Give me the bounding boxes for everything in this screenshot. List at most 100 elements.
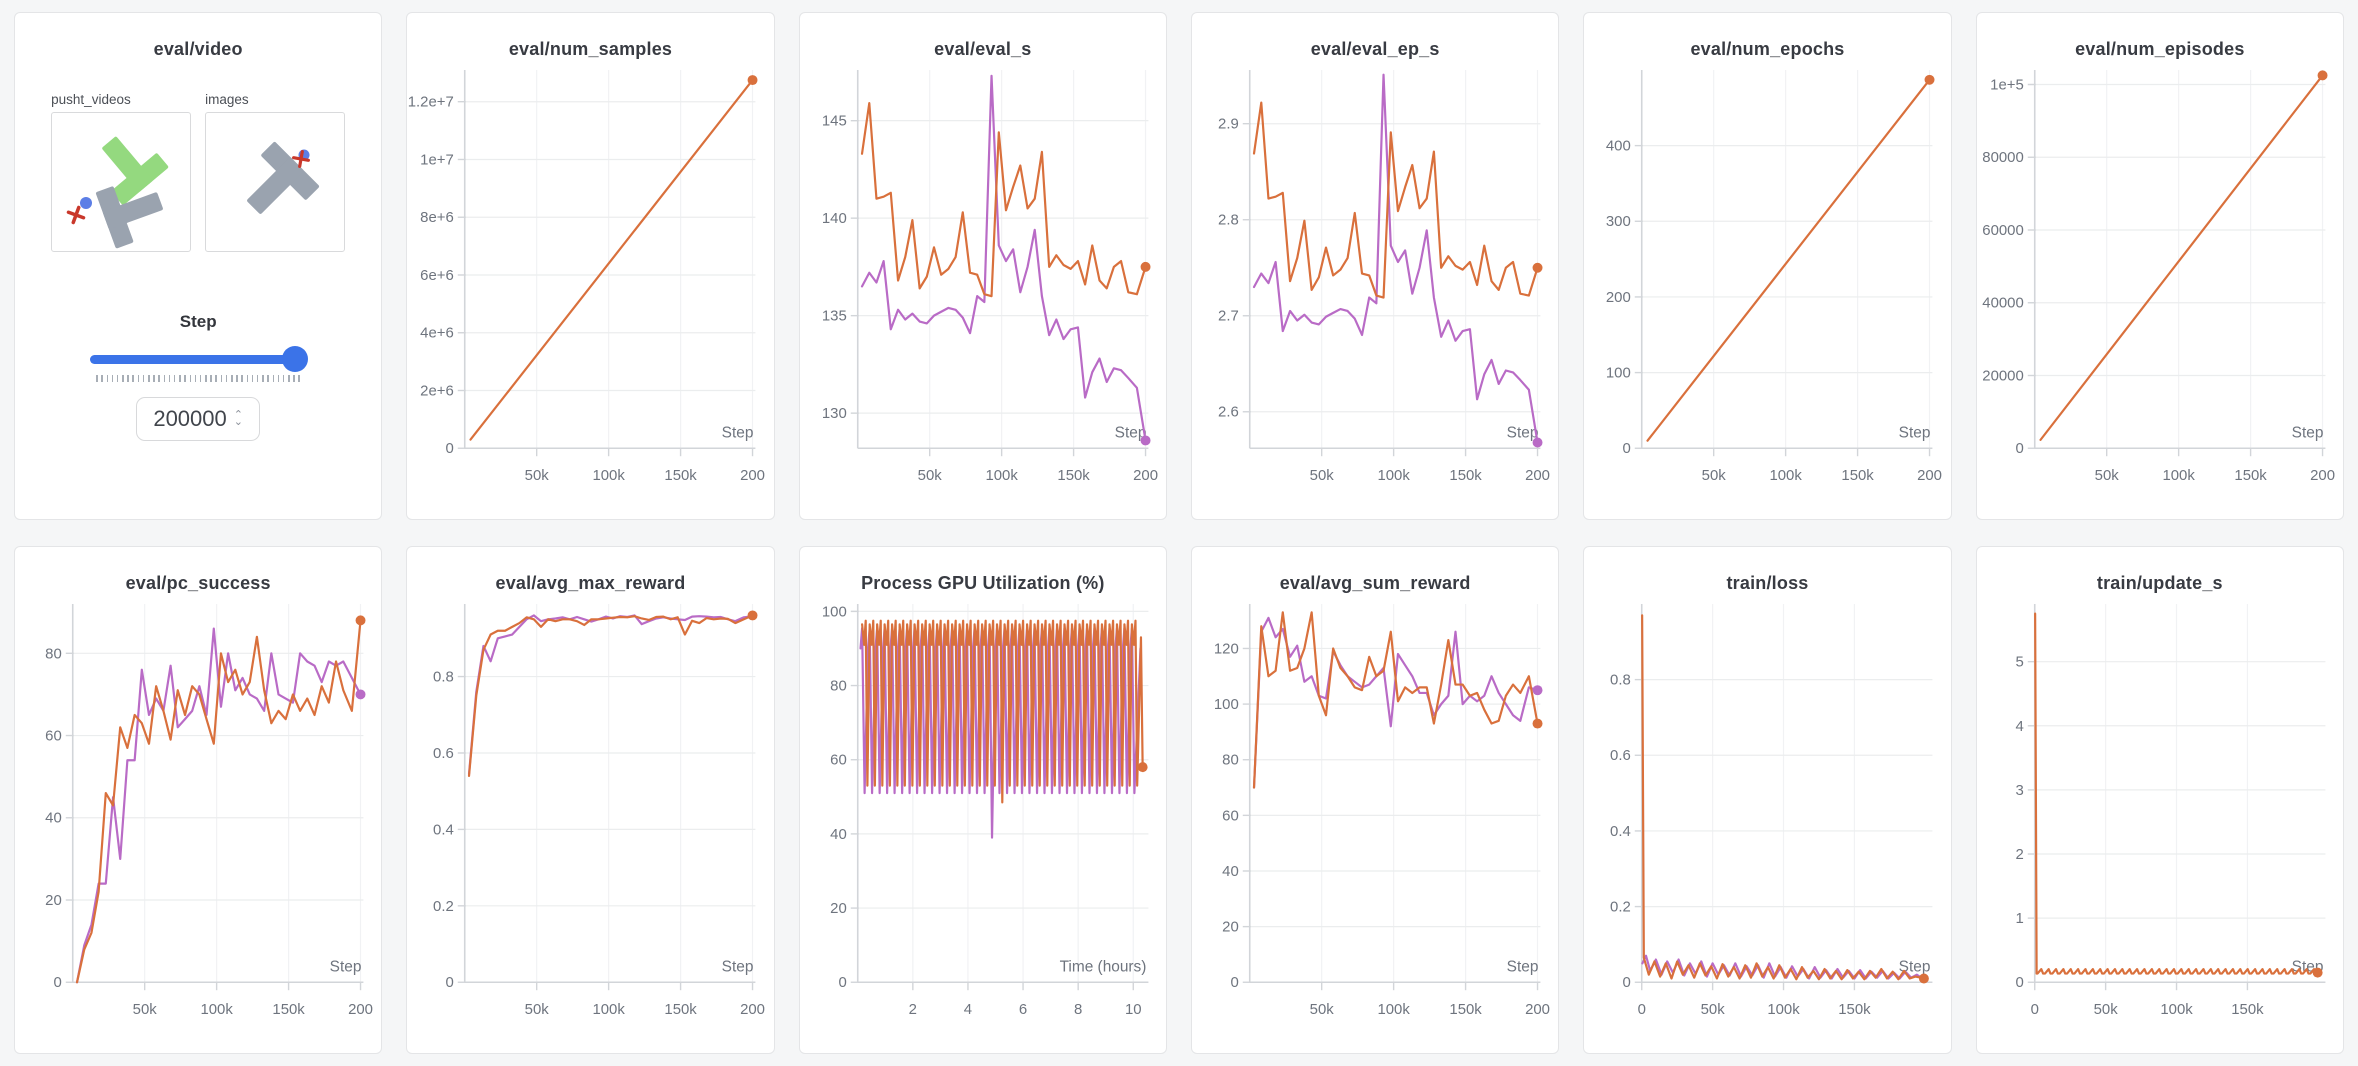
svg-text:140: 140 [822,210,847,227]
svg-text:1e+5: 1e+5 [1990,76,2024,93]
svg-text:150k: 150k [665,1001,698,1018]
svg-text:0: 0 [446,440,454,457]
x-axis-label: Step [1114,424,1146,441]
svg-text:0: 0 [1230,974,1238,991]
images-thumbnail[interactable] [205,112,346,252]
series-end-dot-purple [1532,685,1543,696]
svg-text:2.7: 2.7 [1218,308,1239,325]
chart-title: eval/num_epochs [1690,39,1845,59]
series-end-dot-purple [1532,437,1543,448]
chart-canvas[interactable]: 0 20 40 60 80 100 120 50k 100k 150k 200 Step [1192,594,1558,1038]
panel-eval-eval-ep-s: eval/eval_ep_s 2.6 2.7 2.8 2.9 50k 100k 150k 20… [1191,12,1560,520]
svg-text:100k: 100k [2160,1001,2193,1018]
svg-text:50k: 50k [525,1001,550,1018]
panel-eval-num-epochs: eval/num_epochs 0 100 200 300 400 50k 100k 150k… [1583,12,1952,520]
svg-text:100k: 100k [985,467,1018,484]
svg-text:20: 20 [45,892,62,909]
chart-canvas[interactable]: 0 0.2 0.4 0.6 0.8 50k 100k 150k 200 Step [407,594,773,1038]
series-line-orange [1252,611,1539,789]
chart-title: eval/pc_success [125,573,271,593]
x-axis-label: Time (hours) [1059,958,1146,975]
svg-text:0: 0 [2015,440,2023,457]
images-label: images [205,92,249,107]
stepper-up-icon[interactable]: ⌃ [233,409,243,421]
series-line-purple [1252,616,1539,789]
series-line-orange [469,79,754,441]
series-line-orange [860,619,1144,804]
series-end-dot-orange [2312,967,2323,978]
svg-text:150k: 150k [2234,467,2267,484]
svg-text:80: 80 [45,645,62,662]
svg-text:1.2e+7: 1.2e+7 [408,94,454,111]
svg-text:2.9: 2.9 [1218,116,1239,133]
svg-text:100k: 100k [200,1001,233,1018]
svg-text:100k: 100k [2162,467,2195,484]
svg-text:6: 6 [1019,1001,1027,1018]
svg-text:0: 0 [446,974,454,991]
series-end-dot-orange [747,610,758,621]
panel-eval-num-samples: eval/num_samples 0 2e+6 4e+6 6e+6 8e+6 1e+7 1.… [406,12,775,520]
svg-text:200: 200 [740,1001,765,1018]
chart-canvas[interactable]: 0 20 40 60 80 100 2 4 6 8 10 Time (hours) [800,594,1166,1038]
x-axis-label: Step [1507,424,1539,441]
x-axis-label: Step [1899,424,1931,441]
chart-canvas[interactable]: 130 135 140 145 50k 100k 150k 200 Step [800,60,1166,504]
chart-title: eval/avg_max_reward [495,573,686,593]
panel-eval-avg-max-reward: eval/avg_max_reward 0 0.2 0.4 0.6 0.8 50k 100k… [406,546,775,1054]
series-end-dot-orange [1924,74,1935,85]
step-value[interactable]: 200000 [153,406,227,431]
chart-canvas[interactable]: 2.6 2.7 2.8 2.9 50k 100k 150k 200 Step [1192,60,1558,504]
step-slider[interactable] [90,346,309,372]
svg-text:50k: 50k [1702,467,1727,484]
svg-text:40: 40 [830,826,847,843]
chart-canvas[interactable]: 0 0.2 0.4 0.6 0.8 0 50k 100k 150k Step [1584,594,1950,1038]
svg-text:0.6: 0.6 [1610,747,1631,764]
step-slider-thumb[interactable] [282,346,309,372]
pusht-videos-thumbnail[interactable] [51,112,192,252]
svg-text:6e+6: 6e+6 [420,267,454,284]
series-end-dot-orange [1137,762,1148,773]
step-slider-track[interactable] [90,355,307,364]
series-line-purple [75,627,362,984]
svg-text:100: 100 [1606,365,1631,382]
svg-text:200: 200 [1525,1001,1550,1018]
step-slider-ruler [96,375,300,382]
svg-text:1: 1 [2015,910,2023,927]
pusht-videos-label: pusht_videos [51,92,131,107]
svg-text:200: 200 [1133,467,1158,484]
svg-text:50k: 50k [2093,1001,2118,1018]
green-tee-shape [102,136,169,205]
svg-text:0.4: 0.4 [1610,823,1631,840]
chart-title: eval/eval_s [934,39,1032,59]
svg-text:150k: 150k [1449,467,1482,484]
svg-text:80000: 80000 [1982,149,2023,166]
svg-text:4: 4 [2015,718,2023,735]
image-frame [247,141,320,214]
chart-canvas[interactable]: 0 2e+6 4e+6 6e+6 8e+6 1e+7 1.2e+7 50k 100k 150k 20… [407,60,773,504]
svg-text:200: 200 [1606,289,1631,306]
chart-canvas[interactable]: 0 20 40 60 80 50k 100k 150k 200 Step [15,594,381,1038]
svg-text:0.2: 0.2 [433,898,454,915]
svg-text:0.2: 0.2 [1610,899,1631,916]
chart-title: eval/num_samples [508,39,673,59]
chart-title: eval/eval_ep_s [1310,39,1440,59]
chart-canvas[interactable]: 0 20000 40000 60000 80000 1e+5 50k 100k 150k 200 S… [1977,60,2343,504]
target-cross-icon [66,205,86,225]
series-line-orange [860,102,1147,298]
gray-tee-shape [247,141,320,214]
svg-text:20: 20 [1222,919,1239,936]
pusht-video-frame [66,136,169,249]
series-line-orange [468,614,754,777]
panel-eval-eval-s: eval/eval_s 130 135 140 145 50k 100k 150k 200 St… [798,12,1167,520]
chart-canvas[interactable]: 0 100 200 300 400 50k 100k 150k 200 Step [1584,60,1950,504]
stepper-down-icon[interactable]: ⌄ [233,416,243,428]
svg-text:4: 4 [963,1001,971,1018]
svg-text:100k: 100k [593,1001,626,1018]
series-line-orange [2039,74,2324,441]
svg-text:400: 400 [1606,138,1631,155]
series-end-dot-purple [1140,435,1151,446]
step-value-input[interactable]: 200000 ⌃ ⌄ [136,397,261,441]
svg-text:100: 100 [822,603,847,620]
svg-text:130: 130 [822,405,847,422]
